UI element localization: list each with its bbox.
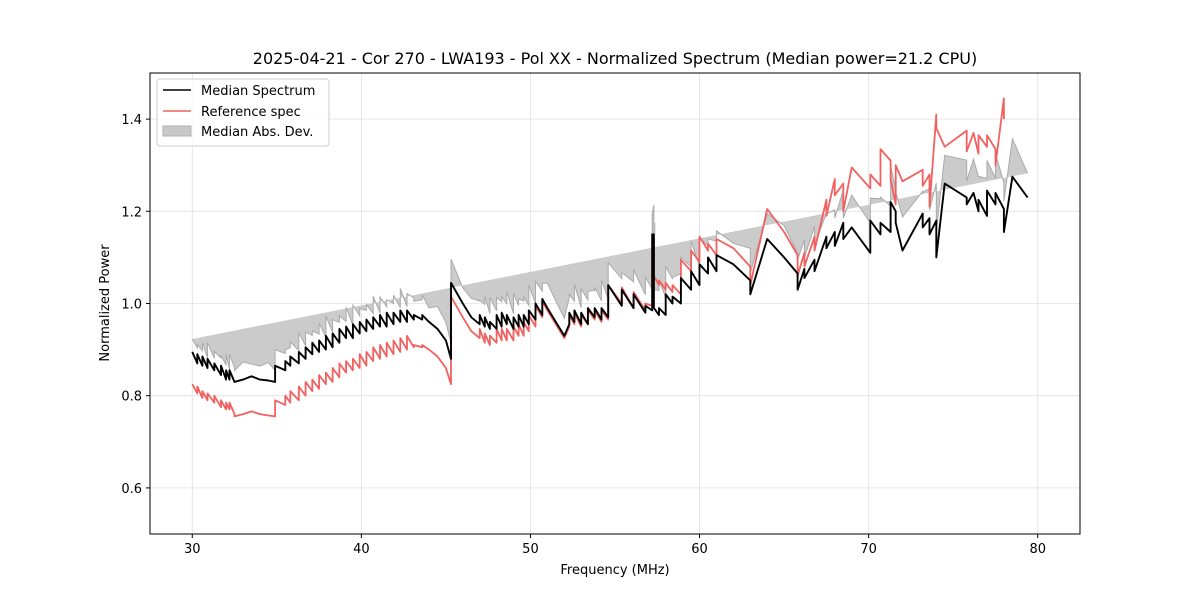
legend: Median Spectrum Reference spec Median Ab… <box>156 78 330 147</box>
y-tick-label: 0.8 <box>121 390 142 405</box>
x-tick-label: 40 <box>353 542 370 557</box>
legend-box <box>156 78 330 147</box>
x-tick-label: 60 <box>691 542 708 557</box>
y-tick-label: 1.2 <box>121 205 142 220</box>
x-tick-label: 30 <box>184 542 201 557</box>
y-tick-label: 0.6 <box>121 482 142 497</box>
y-tick-label: 1.0 <box>121 298 142 313</box>
x-axis: 30 40 50 60 70 80 <box>184 534 1046 557</box>
median-spectrum-line <box>191 175 1029 383</box>
x-axis-label: Frequency (MHz) <box>560 563 669 578</box>
y-axis-label: Normalized Power <box>98 244 113 362</box>
reference-series <box>191 97 1005 418</box>
median-series <box>191 175 1029 383</box>
y-tick-label: 1.4 <box>121 113 142 128</box>
legend-label-reference: Reference spec <box>201 105 301 120</box>
legend-swatch-mad <box>162 125 192 137</box>
legend-label-median: Median Spectrum <box>201 84 315 99</box>
x-tick-label: 80 <box>1029 542 1046 557</box>
x-tick-label: 50 <box>522 542 539 557</box>
x-tick-label: 70 <box>860 542 877 557</box>
legend-label-mad: Median Abs. Dev. <box>201 125 313 140</box>
y-axis: 0.6 0.8 1.0 1.2 1.4 <box>121 113 150 497</box>
reference-spectrum-line <box>191 97 1005 418</box>
chart-title: 2025-04-21 - Cor 270 - LWA193 - Pol XX -… <box>253 49 977 68</box>
